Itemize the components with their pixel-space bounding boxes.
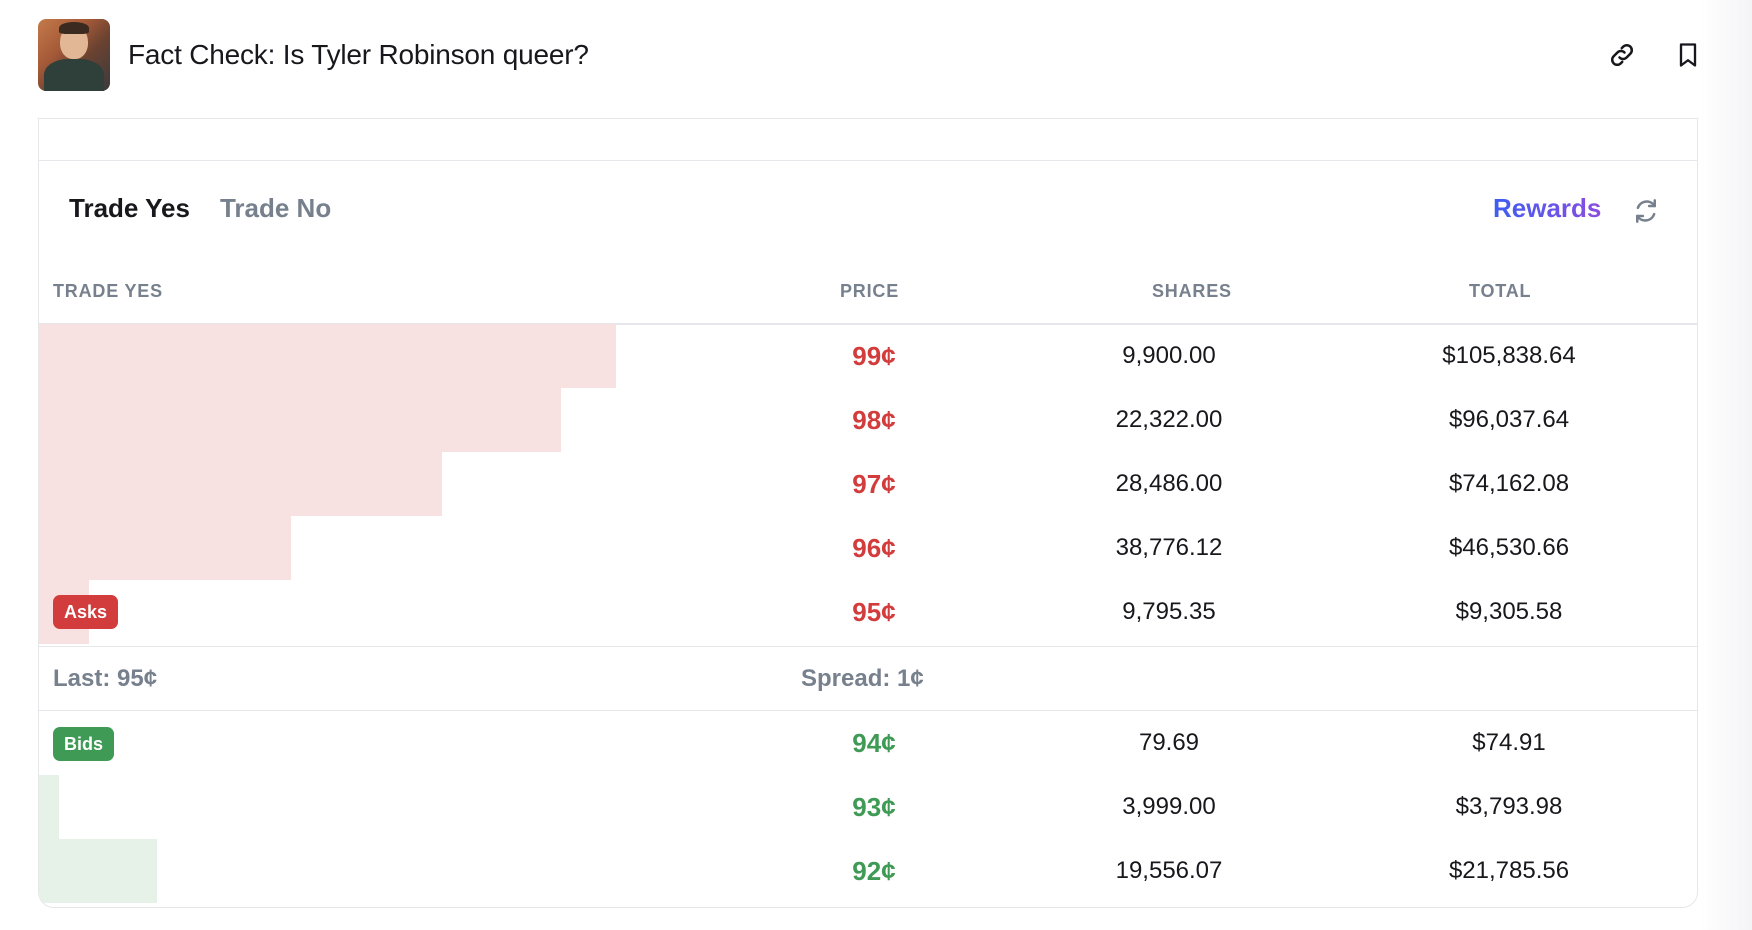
right-edge-shade bbox=[1700, 0, 1752, 930]
market-avatar bbox=[38, 19, 110, 91]
ask-price: 99¢ bbox=[852, 340, 896, 371]
bid-total: $3,793.98 bbox=[1455, 793, 1563, 820]
ask-price: 97¢ bbox=[852, 468, 896, 499]
ask-depth-bar bbox=[39, 452, 442, 516]
ask-shares: 38,776.12 bbox=[1115, 534, 1223, 561]
ask-total: $105,838.64 bbox=[1442, 342, 1576, 369]
ask-total: $46,530.66 bbox=[1448, 534, 1570, 561]
bookmark-icon[interactable] bbox=[1670, 37, 1706, 73]
bid-depth-bar bbox=[39, 839, 157, 903]
header-divider bbox=[39, 323, 1697, 325]
ask-row[interactable]: 98¢ 22,322.00 $96,037.64 bbox=[39, 388, 1697, 452]
ask-total: $9,305.58 bbox=[1455, 598, 1563, 625]
ask-price: 96¢ bbox=[852, 532, 896, 563]
bid-depth-bar bbox=[39, 775, 59, 839]
ask-row[interactable]: 97¢ 28,486.00 $74,162.08 bbox=[39, 452, 1697, 516]
trade-tabs: Trade Yes Trade No bbox=[69, 193, 331, 224]
spread-value: Spread: 1¢ bbox=[801, 665, 924, 692]
ask-depth-bar bbox=[39, 388, 562, 452]
bid-row[interactable]: 93¢ 3,999.00 $3,793.98 bbox=[39, 775, 1697, 839]
link-icon[interactable] bbox=[1604, 37, 1640, 73]
ask-shares: 9,795.35 bbox=[1122, 598, 1216, 625]
ask-total: $96,037.64 bbox=[1448, 406, 1570, 433]
column-header-total: TOTAL bbox=[1469, 281, 1532, 301]
order-book-card: Trade Yes Trade No Rewards TRADE YES PRI… bbox=[38, 118, 1698, 908]
ask-depth-bar bbox=[39, 516, 292, 580]
market-header: Fact Check: Is Tyler Robinson queer? bbox=[38, 19, 1697, 91]
tab-trade-yes[interactable]: Trade Yes bbox=[69, 193, 190, 223]
market-title: Fact Check: Is Tyler Robinson queer? bbox=[128, 39, 589, 70]
column-header-shares: SHARES bbox=[1152, 281, 1232, 301]
bid-shares: 3,999.00 bbox=[1122, 793, 1216, 820]
ask-shares: 9,900.00 bbox=[1122, 342, 1216, 369]
tab-trade-no[interactable]: Trade No bbox=[219, 193, 332, 223]
ask-depth-bar bbox=[39, 324, 616, 388]
ask-row[interactable]: 99¢ 9,900.00 $105,838.64 bbox=[39, 324, 1697, 388]
ask-price: 95¢ bbox=[852, 596, 896, 627]
bid-total: $21,785.56 bbox=[1448, 857, 1570, 884]
bid-shares: 79.69 bbox=[1138, 729, 1200, 756]
last-price: Last: 95¢ bbox=[53, 665, 158, 692]
ask-row[interactable]: Asks 95¢ 9,795.35 $9,305.58 bbox=[39, 580, 1697, 644]
column-header-price: PRICE bbox=[840, 281, 900, 301]
rewards-link[interactable]: Rewards bbox=[1493, 193, 1602, 223]
ask-total: $74,162.08 bbox=[1448, 470, 1570, 497]
ask-shares: 22,322.00 bbox=[1115, 406, 1223, 433]
spread-row: Last: 95¢ Spread: 1¢ bbox=[39, 646, 1697, 711]
ask-row[interactable]: 96¢ 38,776.12 $46,530.66 bbox=[39, 516, 1697, 580]
bid-price: 94¢ bbox=[852, 727, 896, 758]
refresh-icon[interactable] bbox=[1631, 196, 1661, 226]
ask-shares: 28,486.00 bbox=[1115, 470, 1223, 497]
bid-row[interactable]: Bids 94¢ 79.69 $74.91 bbox=[39, 711, 1697, 775]
bid-price: 93¢ bbox=[852, 791, 896, 822]
bids-badge: Bids bbox=[53, 727, 115, 761]
card-top-bar bbox=[39, 119, 1697, 161]
bid-row[interactable]: 92¢ 19,556.07 $21,785.56 bbox=[39, 839, 1697, 903]
asks-badge: Asks bbox=[53, 595, 119, 629]
bid-shares: 19,556.07 bbox=[1115, 857, 1223, 884]
bid-price: 92¢ bbox=[852, 855, 896, 886]
bid-total: $74.91 bbox=[1472, 729, 1546, 756]
ask-price: 98¢ bbox=[852, 404, 896, 435]
column-header-side: TRADE YES bbox=[53, 281, 163, 301]
